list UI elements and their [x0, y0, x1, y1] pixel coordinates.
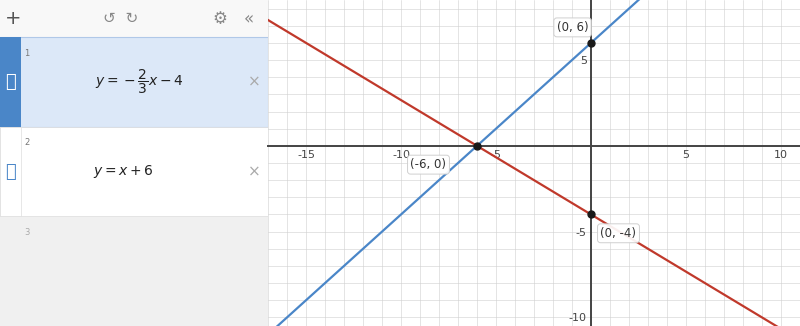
Text: 3: 3	[24, 228, 30, 237]
Text: ↺  ↻: ↺ ↻	[103, 11, 138, 26]
Text: +: +	[5, 9, 22, 28]
Text: ×: ×	[248, 75, 261, 90]
Text: 1: 1	[24, 49, 30, 58]
Text: «: «	[244, 10, 254, 28]
Text: 𝒩: 𝒩	[6, 163, 16, 181]
Text: (0, -4): (0, -4)	[601, 227, 637, 240]
FancyBboxPatch shape	[0, 37, 22, 127]
Text: 2: 2	[24, 139, 30, 147]
Text: 𝒩: 𝒩	[6, 73, 16, 91]
Text: (-6, 0): (-6, 0)	[410, 158, 446, 171]
Text: ⚙: ⚙	[212, 10, 227, 28]
Text: $y = x + 6$: $y = x + 6$	[93, 163, 154, 180]
Text: ×: ×	[248, 164, 261, 179]
Text: (0, 6): (0, 6)	[557, 21, 589, 34]
FancyBboxPatch shape	[0, 127, 268, 216]
FancyBboxPatch shape	[0, 37, 268, 127]
Text: $y = -\dfrac{2}{3}x - 4$: $y = -\dfrac{2}{3}x - 4$	[95, 68, 183, 96]
FancyBboxPatch shape	[0, 127, 22, 216]
